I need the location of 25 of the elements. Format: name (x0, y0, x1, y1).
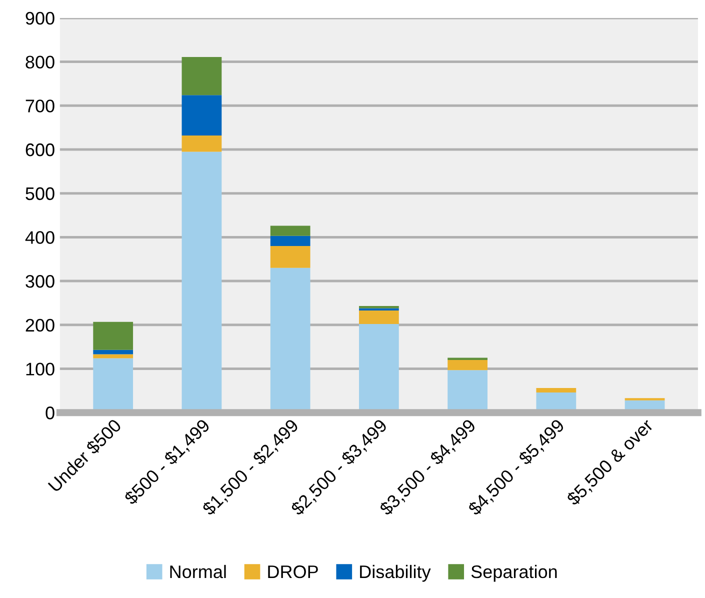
bar (182, 95, 222, 136)
y-tick-label: 200 (26, 318, 54, 332)
y-tick-label: 700 (26, 100, 54, 112)
bar (182, 135, 222, 152)
legend-label: Separation (471, 564, 557, 582)
bar (359, 310, 399, 324)
y-tick-label: 400 (25, 231, 54, 244)
bar (270, 236, 310, 246)
y-tick-label: 500 (26, 187, 54, 200)
y-tick-label: 300 (26, 274, 54, 288)
bar (270, 246, 310, 268)
legend-label: Disability (360, 564, 431, 582)
y-tick-label: 600 (26, 143, 54, 156)
legend-label: Normal (170, 564, 226, 578)
bar (93, 350, 134, 354)
legend-label: DROP (268, 565, 318, 578)
y-tick-label: 0 (46, 406, 54, 420)
bar (182, 56, 222, 96)
bar (448, 360, 488, 370)
y-tick-label: 800 (26, 56, 54, 69)
y-tick-label: 100 (26, 362, 54, 376)
y-tick-label: 900 (26, 12, 54, 25)
bar (270, 226, 310, 236)
bar (93, 322, 134, 350)
bar (536, 388, 576, 392)
